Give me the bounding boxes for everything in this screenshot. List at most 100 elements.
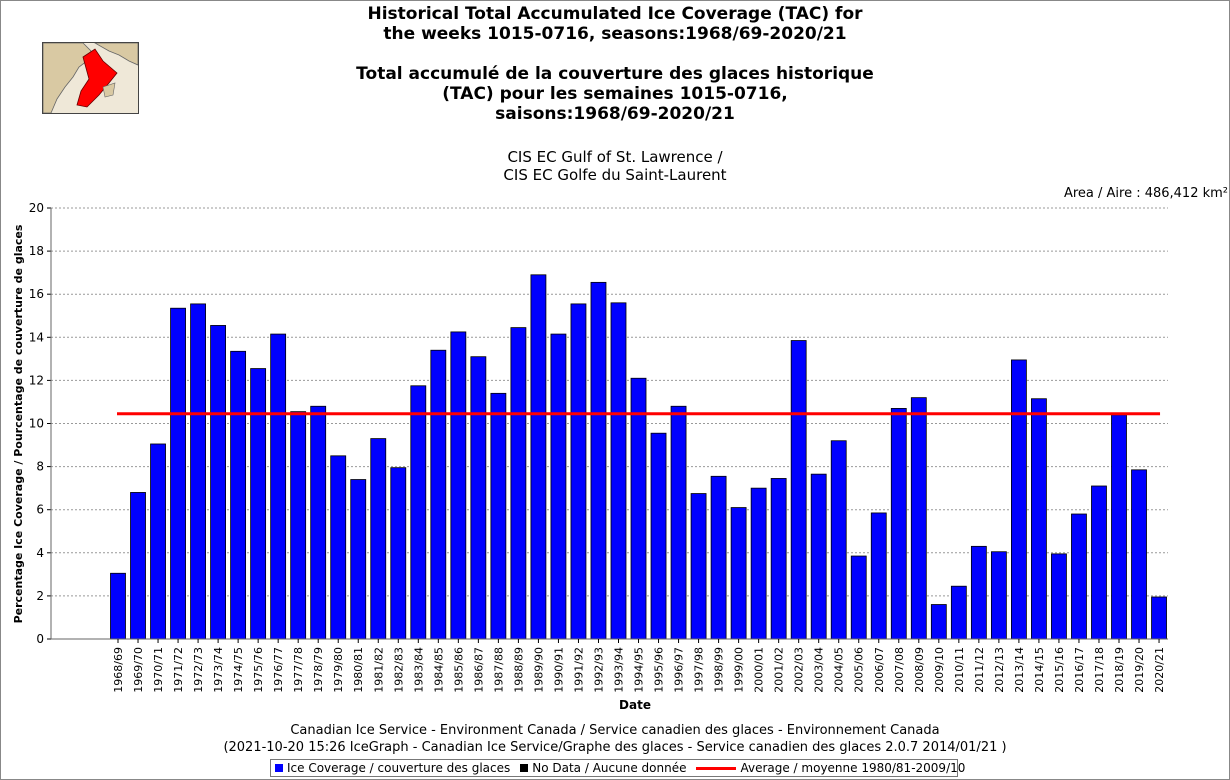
x-tick-labels: 1968/69 1969/70 1970/71 1971/72 1972/73 1973/… [112, 639, 1166, 693]
bar [750, 487, 767, 640]
bar [250, 368, 267, 640]
x-tick-label: 2020/21 [1153, 647, 1166, 693]
x-tick-label: 1985/86 [452, 647, 465, 693]
legend-swatch-nodata [520, 764, 529, 772]
bar [990, 551, 1007, 640]
chart-subtitle: CIS EC Gulf of St. Lawrence / CIS EC Gol… [0, 148, 1230, 184]
chart-title: Historical Total Accumulated Ice Coverag… [0, 4, 1230, 44]
bar [450, 331, 467, 640]
bar [690, 493, 707, 640]
bar [530, 274, 547, 640]
y-tick-label: 16 [29, 287, 44, 301]
bar [970, 545, 987, 640]
y-tick-labels: 0 2 4 6 8 10 12 14 16 18 20 [29, 201, 44, 646]
bar [310, 405, 327, 640]
legend-item-average: Average / moyenne 1980/81-2009/10 [696, 761, 965, 775]
x-tick-label: 1991/92 [572, 647, 585, 693]
x-tick-label: 1994/95 [633, 647, 646, 693]
legend-label-ice: Ice Coverage / couverture des glaces [287, 761, 511, 775]
bar [470, 356, 487, 640]
region-line2: CIS EC Golfe du Saint-Laurent [503, 166, 727, 184]
x-tick-label: 2000/01 [753, 647, 766, 693]
chart-title-fr: Total accumulé de la couverture des glac… [0, 64, 1230, 124]
x-tick-label: 2005/06 [853, 647, 866, 693]
bar [110, 572, 126, 640]
bar [1031, 398, 1047, 640]
bar [270, 333, 287, 640]
x-tick-label: 1976/77 [272, 647, 285, 693]
x-tick-label: 2016/17 [1073, 647, 1086, 693]
y-axis-label: Percentage Ice Coverage / Pourcentage de… [12, 224, 25, 623]
x-tick-label: 1977/78 [292, 647, 305, 693]
bar [490, 392, 507, 640]
bar [290, 411, 307, 640]
x-tick-label: 1986/87 [472, 647, 485, 693]
x-tick-label: 2013/14 [1013, 647, 1026, 693]
x-tick-label: 2006/07 [873, 647, 886, 693]
bar [410, 385, 427, 640]
y-tick-label: 0 [36, 632, 44, 646]
bar [810, 473, 827, 640]
bar [570, 303, 587, 640]
bar [130, 492, 146, 640]
bar [150, 443, 166, 640]
x-tick-label: 1999/00 [733, 647, 746, 693]
y-tick-label: 18 [29, 244, 44, 258]
bar [630, 377, 647, 640]
x-tick-label: 2010/11 [953, 647, 966, 693]
bar [170, 307, 186, 640]
bar [210, 325, 227, 640]
title-en-line2: the weeks 1015-0716, seasons:1968/69-202… [383, 24, 847, 44]
bar [790, 340, 807, 640]
x-tick-label: 1989/90 [532, 647, 545, 693]
bar [930, 604, 947, 640]
x-axis-label: Date [619, 698, 651, 712]
bar [1111, 414, 1127, 640]
bar [830, 440, 847, 640]
title-fr-line1: Total accumulé de la couverture des glac… [356, 64, 874, 84]
x-tick-label: 1970/71 [152, 647, 165, 693]
x-tick-label: 1987/88 [492, 647, 505, 693]
bar [1131, 469, 1147, 640]
y-tick-label: 20 [29, 201, 44, 215]
bar [1091, 485, 1107, 640]
x-tick-label: 1990/91 [552, 647, 565, 693]
x-tick-label: 2014/15 [1033, 647, 1046, 693]
x-tick-label: 1997/98 [693, 647, 706, 693]
x-tick-label: 1980/81 [352, 647, 365, 693]
x-tick-label: 1992/93 [592, 647, 605, 693]
x-tick-label: 2018/19 [1113, 647, 1126, 693]
legend-swatch-average [696, 766, 737, 770]
bar [870, 512, 887, 640]
x-tick-label: 2008/09 [913, 647, 926, 693]
x-tick-label: 1968/69 [112, 647, 125, 693]
area-label: Area / Aire : 486,412 km² [1063, 186, 1228, 201]
bar [190, 303, 206, 640]
y-tick-label: 8 [36, 460, 44, 474]
x-tick-label: 1993/94 [613, 647, 626, 693]
x-tick-label: 2001/02 [773, 647, 786, 693]
bar [370, 438, 387, 640]
bar [590, 281, 607, 640]
x-tick-label: 1996/97 [673, 647, 686, 693]
bar [1051, 553, 1067, 640]
x-tick-label: 2007/08 [893, 647, 906, 693]
x-tick-label: 1978/79 [312, 647, 325, 693]
bar [650, 432, 667, 640]
bar [330, 455, 347, 640]
bar [730, 507, 747, 640]
bar [610, 302, 627, 640]
bar [350, 479, 367, 640]
legend-item-ice: Ice Coverage / couverture des glaces [275, 761, 510, 775]
x-tick-label: 2009/10 [933, 647, 946, 693]
x-tick-label: 1984/85 [432, 647, 445, 693]
bar [1071, 513, 1087, 640]
bar [550, 333, 567, 640]
x-tick-label: 2011/12 [973, 647, 986, 693]
bar [390, 467, 407, 640]
grid-lines [47, 207, 1168, 640]
footer-generator: (2021-10-20 15:26 IceGraph - Canadian Ic… [223, 740, 1007, 755]
y-tick-label: 10 [29, 417, 44, 431]
legend: Ice Coverage / couverture des glaces No … [270, 759, 965, 777]
